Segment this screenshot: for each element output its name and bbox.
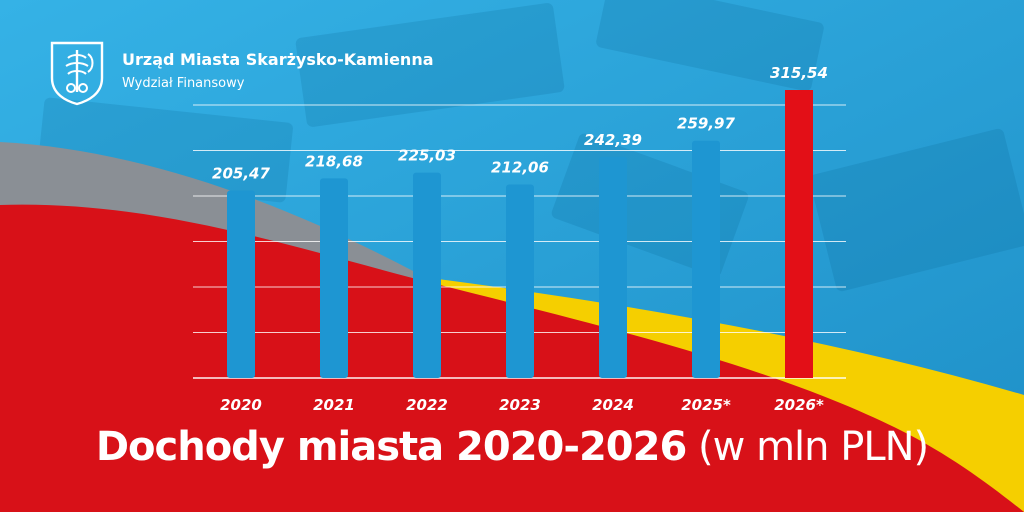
category-label: 2024 (592, 396, 634, 414)
category-label: 2023 (499, 396, 541, 414)
city-coat-of-arms-icon (50, 41, 104, 106)
bar-2026 (785, 90, 813, 378)
chart-title: Dochody miasta 2020-2026 (w mln PLN) (0, 424, 1024, 470)
bar-2020 (227, 190, 255, 378)
value-label: 218,68 (305, 152, 363, 170)
bar-2023 (506, 184, 534, 378)
value-label: 242,39 (584, 131, 642, 149)
category-label: 2025* (681, 396, 731, 414)
value-label: 212,06 (491, 158, 549, 176)
chart-title-main: Dochody miasta 2020-2026 (95, 424, 687, 470)
department-name: Wydział Finansowy (122, 76, 245, 91)
bar-2021 (320, 178, 348, 378)
value-label: 315,54 (770, 64, 828, 82)
value-label: 205,47 (212, 164, 270, 182)
bar-2022 (413, 172, 441, 378)
header: Urząd Miasta Skarżysko-Kamienna Wydział … (48, 40, 468, 110)
chart-title-unit: (w mln PLN) (698, 424, 929, 470)
category-label: 2026* (774, 396, 824, 414)
value-label: 225,03 (398, 147, 456, 165)
value-label: 259,97 (677, 115, 735, 133)
category-label: 2021 (313, 396, 355, 414)
org-name: Urząd Miasta Skarżysko-Kamienna (122, 50, 434, 69)
category-label: 2022 (406, 396, 448, 414)
bar-2024 (599, 156, 627, 378)
category-label: 2020 (220, 396, 262, 414)
bar-2025 (692, 140, 720, 378)
